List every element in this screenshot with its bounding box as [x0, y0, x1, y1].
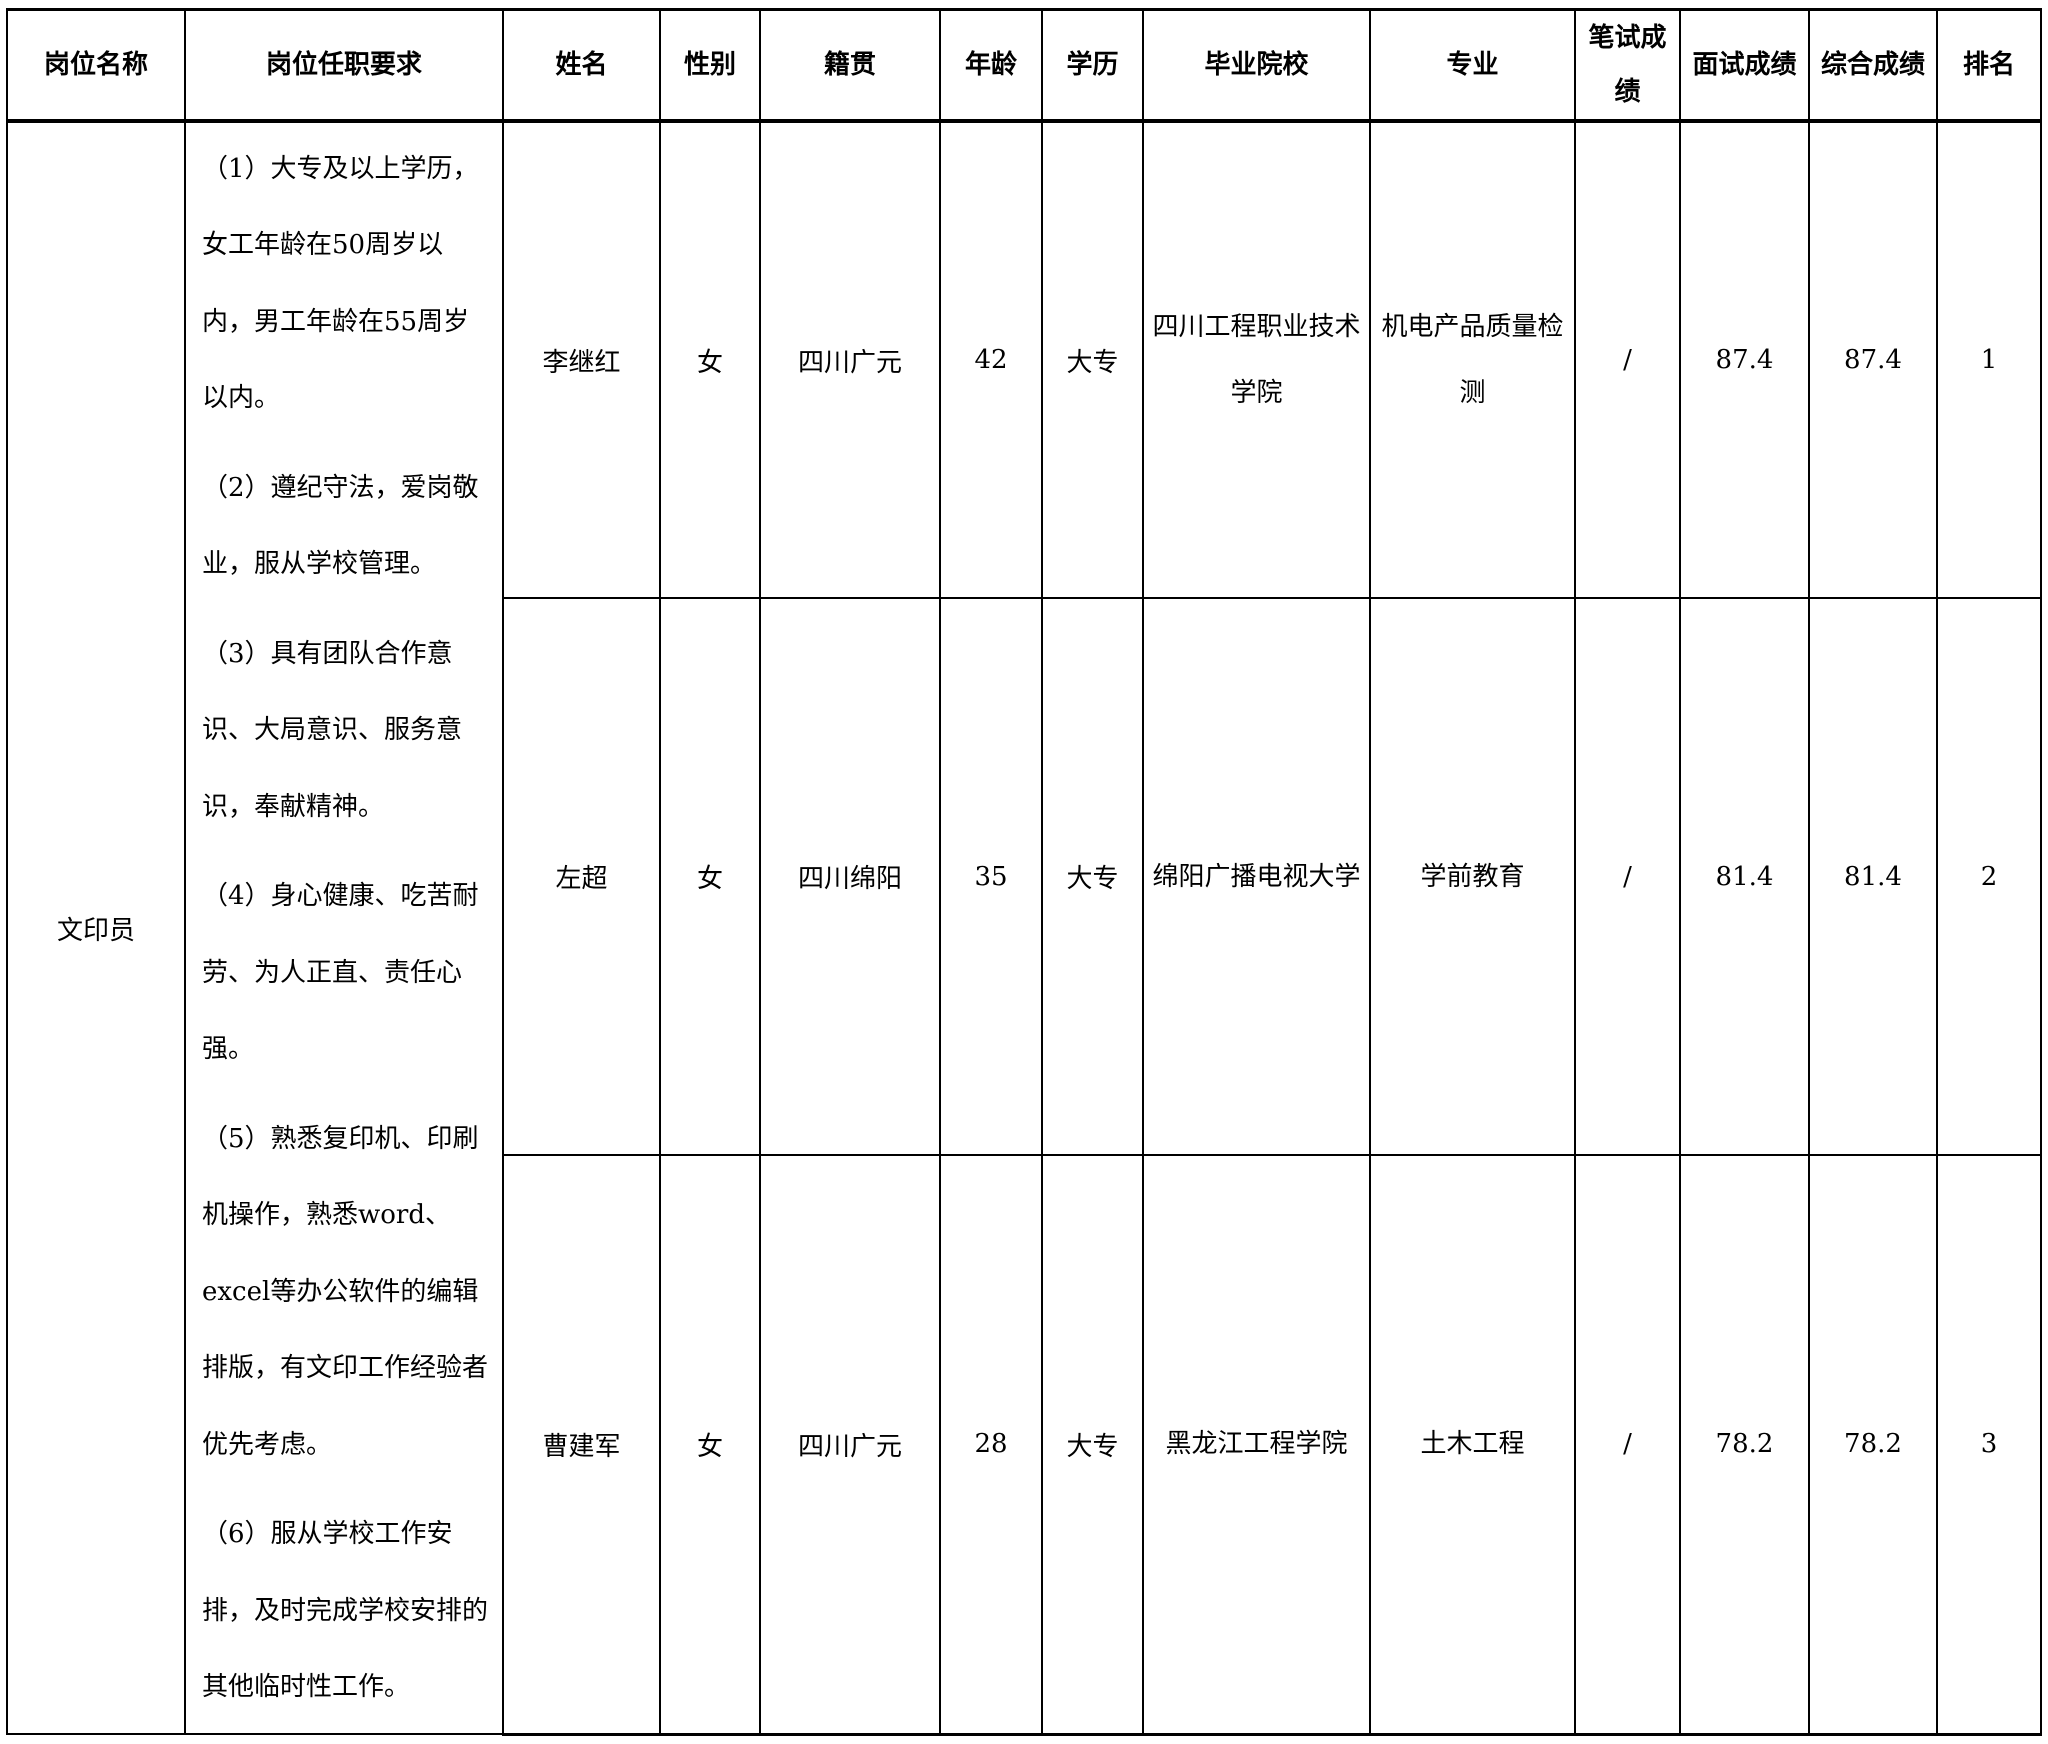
position-cell: 文印员 — [6, 120, 186, 1735]
requirement-item: （6）服从学校工作安排，及时完成学校安排的其他临时性工作。 — [202, 1519, 489, 1702]
school-cell: 黑龙江工程学院 — [1142, 1154, 1371, 1736]
total-score-cell: 81.4 — [1808, 597, 1938, 1156]
origin-cell: 四川绵阳 — [759, 597, 941, 1156]
total-score-cell: 78.2 — [1808, 1154, 1938, 1736]
table-row: 左超 女 四川绵阳 35 大专 绵阳广播电视大学 学前教育 / 81.4 81.… — [7, 597, 2042, 1156]
header-major: 专业 — [1369, 8, 1576, 123]
education-cell: 大专 — [1041, 1154, 1144, 1736]
requirement-item: （1）大专及以上学历，女工年龄在50周岁以内，男工年龄在55周岁以内。 — [202, 153, 479, 414]
requirement-item: （5）熟悉复印机、印刷机操作，熟悉word、excel等办公软件的编辑排版，有文… — [202, 1123, 489, 1460]
table-row: 文印员 （1）大专及以上学历，女工年龄在50周岁以内，男工年龄在55周岁以内。 … — [6, 120, 2042, 1735]
requirements-cell: （1）大专及以上学历，女工年龄在50周岁以内，男工年龄在55周岁以内。 （2）遵… — [184, 120, 504, 1735]
interview-score-cell: 81.4 — [1679, 597, 1810, 1156]
origin-cell: 四川广元 — [759, 120, 941, 599]
major-cell: 学前教育 — [1369, 597, 1576, 1156]
rank-cell: 3 — [1936, 1154, 2042, 1736]
origin-cell: 四川广元 — [759, 1154, 941, 1736]
header-written-score: 笔试成绩 — [1574, 8, 1681, 123]
education-cell: 大专 — [1041, 120, 1144, 599]
header-gender: 性别 — [659, 8, 761, 123]
header-interview-score: 面试成绩 — [1679, 8, 1810, 123]
requirement-item: （2）遵纪守法，爱岗敬业，服从学校管理。 — [202, 472, 479, 580]
name-cell: 左超 — [502, 597, 661, 1156]
age-cell: 28 — [939, 1154, 1043, 1736]
gender-cell: 女 — [659, 120, 761, 599]
header-row: 岗位名称 岗位任职要求 姓名 性别 籍贯 年龄 学历 毕业院校 专业 笔试成绩 … — [6, 8, 2042, 123]
header-total-score: 综合成绩 — [1808, 8, 1938, 123]
interview-score-cell: 78.2 — [1679, 1154, 1810, 1736]
results-table: 岗位名称 岗位任职要求 姓名 性别 籍贯 年龄 学历 毕业院校 专业 笔试成绩 … — [6, 8, 2042, 1736]
major-cell: 土木工程 — [1369, 1154, 1576, 1736]
interview-score-cell: 87.4 — [1679, 120, 1810, 599]
header-rank: 排名 — [1936, 8, 2042, 123]
total-score-cell: 87.4 — [1808, 120, 1938, 599]
name-cell: 李继红 — [502, 120, 661, 599]
header-age: 年龄 — [939, 8, 1043, 123]
rank-cell: 2 — [1936, 597, 2042, 1156]
school-cell: 绵阳广播电视大学 — [1142, 597, 1371, 1156]
header-requirements: 岗位任职要求 — [184, 8, 504, 123]
rank-cell: 1 — [1936, 120, 2042, 599]
written-score-cell: / — [1574, 1154, 1681, 1736]
header-position: 岗位名称 — [6, 8, 186, 123]
header-origin: 籍贯 — [759, 8, 941, 123]
school-cell: 四川工程职业技术学院 — [1142, 120, 1371, 599]
name-cell: 曹建军 — [502, 1154, 661, 1736]
education-cell: 大专 — [1041, 597, 1144, 1156]
gender-cell: 女 — [659, 1154, 761, 1736]
requirement-item: （4）身心健康、吃苦耐劳、为人正直、责任心强。 — [202, 881, 479, 1064]
gender-cell: 女 — [659, 597, 761, 1156]
major-cell: 机电产品质量检测 — [1369, 120, 1576, 599]
written-score-cell: / — [1574, 597, 1681, 1156]
table-row: 曹建军 女 四川广元 28 大专 黑龙江工程学院 土木工程 / 78.2 78.… — [7, 1154, 2042, 1736]
header-school: 毕业院校 — [1142, 8, 1371, 123]
age-cell: 35 — [939, 597, 1043, 1156]
written-score-cell: / — [1574, 120, 1681, 599]
requirement-item: （3）具有团队合作意识、大局意识、服务意识，奉献精神。 — [202, 638, 463, 822]
header-education: 学历 — [1041, 8, 1144, 123]
header-name: 姓名 — [502, 8, 661, 123]
age-cell: 42 — [939, 120, 1043, 599]
